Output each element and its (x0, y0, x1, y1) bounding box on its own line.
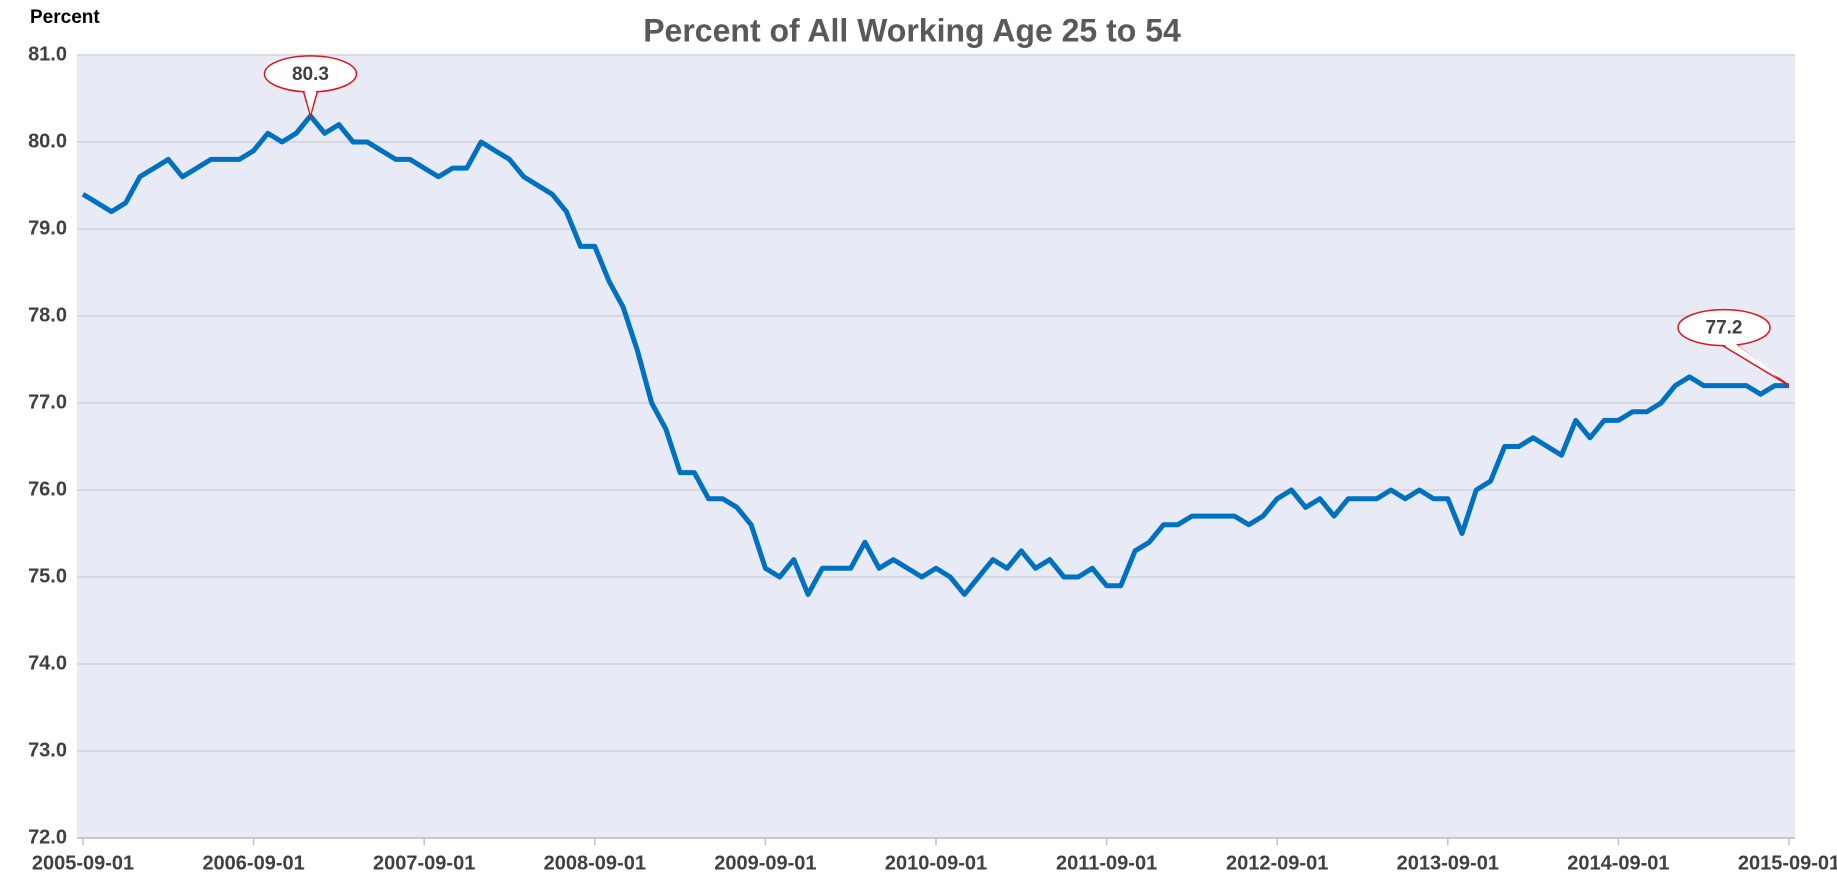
x-tick-label: 2008-09-01 (544, 852, 646, 874)
x-tick-label: 2009-09-01 (714, 852, 816, 874)
chart-title: Percent of All Working Age 25 to 54 (643, 12, 1181, 48)
data-label: 80.3 (292, 64, 329, 85)
callout-gap (1717, 340, 1789, 384)
y-tick-label: 75.0 (28, 565, 67, 587)
y-tick-label: 80.0 (28, 130, 67, 152)
callout (1677, 308, 1771, 347)
y-tick-label: 81.0 (28, 43, 67, 65)
data-line (81, 113, 1789, 597)
x-tick-label: 2005-09-01 (32, 852, 134, 874)
x-tick-label: 2010-09-01 (885, 852, 987, 874)
y-tick-label: 76.0 (28, 478, 67, 500)
x-tick-label: 2014-09-01 (1567, 852, 1669, 874)
x-tick-label: 2013-09-01 (1397, 852, 1499, 874)
x-tick-label: 2015-09-01 (1738, 852, 1837, 874)
plot-area (77, 55, 1795, 838)
callout-gap (303, 86, 318, 114)
x-tick-label: 2012-09-01 (1226, 852, 1328, 874)
x-tick-label: 2011-09-01 (1056, 852, 1157, 874)
y-tick-label: 78.0 (28, 304, 67, 326)
x-tick-label: 2007-09-01 (373, 852, 475, 874)
y-tick-label: 79.0 (28, 217, 67, 239)
y-tick-label: 74.0 (28, 652, 67, 674)
y-tick-label: 77.0 (28, 391, 67, 413)
y-tick-label: 73.0 (28, 739, 67, 761)
y-tick-label: 72.0 (28, 826, 67, 848)
data-label: 77.2 (1706, 318, 1743, 339)
y-axis-label: Percent (30, 7, 100, 28)
x-tick-label: 2006-09-01 (202, 852, 304, 874)
